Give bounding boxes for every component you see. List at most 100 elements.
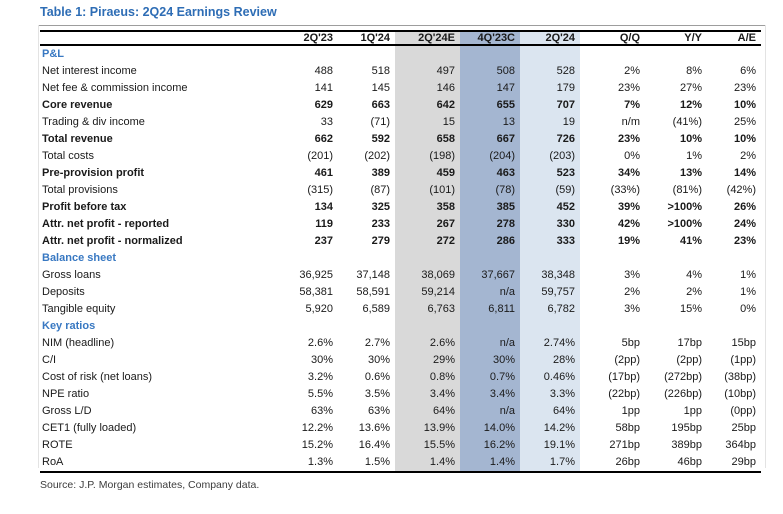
value-cell: 25% [733, 116, 756, 128]
value-cell: 26% [733, 201, 756, 213]
value-cell: 36,925 [299, 269, 333, 281]
value-cell: (204) [460, 148, 520, 165]
value-cell: 325 [371, 201, 390, 213]
value-cell: 5,920 [305, 303, 333, 315]
value-cell: 2.7% [364, 337, 390, 349]
row-label: Deposits [42, 286, 85, 298]
value-cell: 141 [314, 82, 333, 94]
value-cell: 30% [367, 354, 390, 366]
value-cell: (203) [520, 148, 580, 165]
value-cell [645, 318, 707, 335]
value-cell: 28% [520, 352, 580, 369]
value-cell: 12.2% [301, 422, 333, 434]
row-label: Tangible equity [42, 303, 116, 315]
value-cell: (0pp) [730, 405, 756, 417]
value-cell: 7% [624, 99, 640, 111]
value-cell: 6,589 [362, 303, 390, 315]
value-cell: 3.2% [307, 371, 333, 383]
value-cell [645, 45, 707, 63]
value-cell: (59) [520, 182, 580, 199]
value-cell: 233 [371, 218, 390, 230]
value-cell [460, 45, 520, 63]
value-cell: 389 [371, 167, 390, 179]
value-cell: (10bp) [724, 388, 756, 400]
value-cell: 2% [686, 286, 702, 298]
value-cell: 39% [617, 201, 640, 213]
value-cell: 523 [520, 165, 580, 182]
section-header-row: Balance sheet [40, 250, 761, 267]
row-label: Pre-provision profit [42, 167, 145, 179]
value-cell: 655 [460, 97, 520, 114]
value-cell: 5.5% [307, 388, 333, 400]
value-cell: 64% [520, 403, 580, 420]
row-label: NIM (headline) [42, 337, 115, 349]
value-cell: 42% [617, 218, 640, 230]
value-cell: 0% [740, 303, 756, 315]
value-cell: 37,148 [356, 269, 390, 281]
value-cell [276, 45, 338, 63]
value-cell: (1pp) [730, 354, 756, 366]
value-cell: (71) [370, 116, 390, 128]
value-cell: 629 [314, 99, 333, 111]
value-cell: 1pp [683, 405, 702, 417]
value-cell: (226bp) [664, 388, 702, 400]
value-cell [707, 250, 761, 267]
value-cell: n/a [460, 403, 520, 420]
value-cell: 134 [314, 201, 333, 213]
value-cell: 195bp [671, 422, 702, 434]
table-row: Cost of risk (net loans) 3.2% 0.6% 0.8% 0.7%… [40, 369, 761, 386]
row-label: Total provisions [42, 184, 118, 196]
value-cell [580, 318, 645, 335]
value-cell: 2% [740, 150, 756, 162]
row-label: Profit before tax [42, 201, 127, 213]
value-cell: (38bp) [724, 371, 756, 383]
value-cell: 389bp [671, 439, 702, 451]
value-cell [707, 318, 761, 335]
row-label: Net fee & commission income [42, 82, 188, 94]
value-cell: 1% [740, 286, 756, 298]
value-cell: 15bp [731, 337, 756, 349]
value-cell: 58,591 [356, 286, 390, 298]
value-cell: 27% [679, 82, 702, 94]
table-row: Attr. net profit - normalized 237 279 272 28… [40, 233, 761, 250]
value-cell: 2.6% [395, 335, 460, 352]
value-cell [645, 250, 707, 267]
section-label: Balance sheet [42, 252, 116, 264]
value-cell: 14.0% [460, 420, 520, 437]
value-cell: (22bp) [608, 388, 640, 400]
value-cell: 59,757 [520, 284, 580, 301]
value-cell: 267 [395, 216, 460, 233]
value-cell: 333 [520, 233, 580, 250]
column-header-label [40, 30, 276, 46]
value-cell: n/a [460, 335, 520, 352]
value-cell: 15.5% [395, 437, 460, 454]
table-row: C/I 30% 30% 29% 30% 28% (2pp) (2pp) (1pp) [40, 352, 761, 369]
value-cell: 58bp [615, 422, 640, 434]
column-header-2q24e: 2Q'24E [395, 30, 460, 46]
value-cell: 46bp [645, 454, 707, 473]
value-cell: (315) [307, 184, 333, 196]
value-cell: 3.4% [460, 386, 520, 403]
value-cell: 119 [315, 218, 333, 230]
row-label: ROTE [42, 439, 73, 451]
table-row: Total provisions (315) (87) (101) (78) (59) (3… [40, 182, 761, 199]
value-cell: 14.2% [520, 420, 580, 437]
value-cell [395, 45, 460, 63]
row-label: Attr. net profit - normalized [42, 235, 183, 247]
table-row: Tangible equity 5,920 6,589 6,763 6,811 6,782… [40, 301, 761, 318]
table-row: Total revenue 662 592 658 667 726 23% 10% 10% [40, 131, 761, 148]
value-cell: 497 [395, 63, 460, 80]
value-cell: 23% [733, 235, 756, 247]
value-cell: 63% [310, 405, 333, 417]
value-cell: (87) [370, 184, 390, 196]
value-cell: (272bp) [664, 371, 702, 383]
value-cell: 1.4% [460, 454, 520, 473]
value-cell: 19 [520, 114, 580, 131]
value-cell: 19% [617, 235, 640, 247]
table-row: Pre-provision profit 461 389 459 463 523 34% 13… [40, 165, 761, 182]
value-cell: 58,381 [299, 286, 333, 298]
row-label: RoA [40, 454, 276, 473]
value-cell: 33 [320, 116, 333, 128]
value-cell: 364bp [725, 439, 756, 451]
